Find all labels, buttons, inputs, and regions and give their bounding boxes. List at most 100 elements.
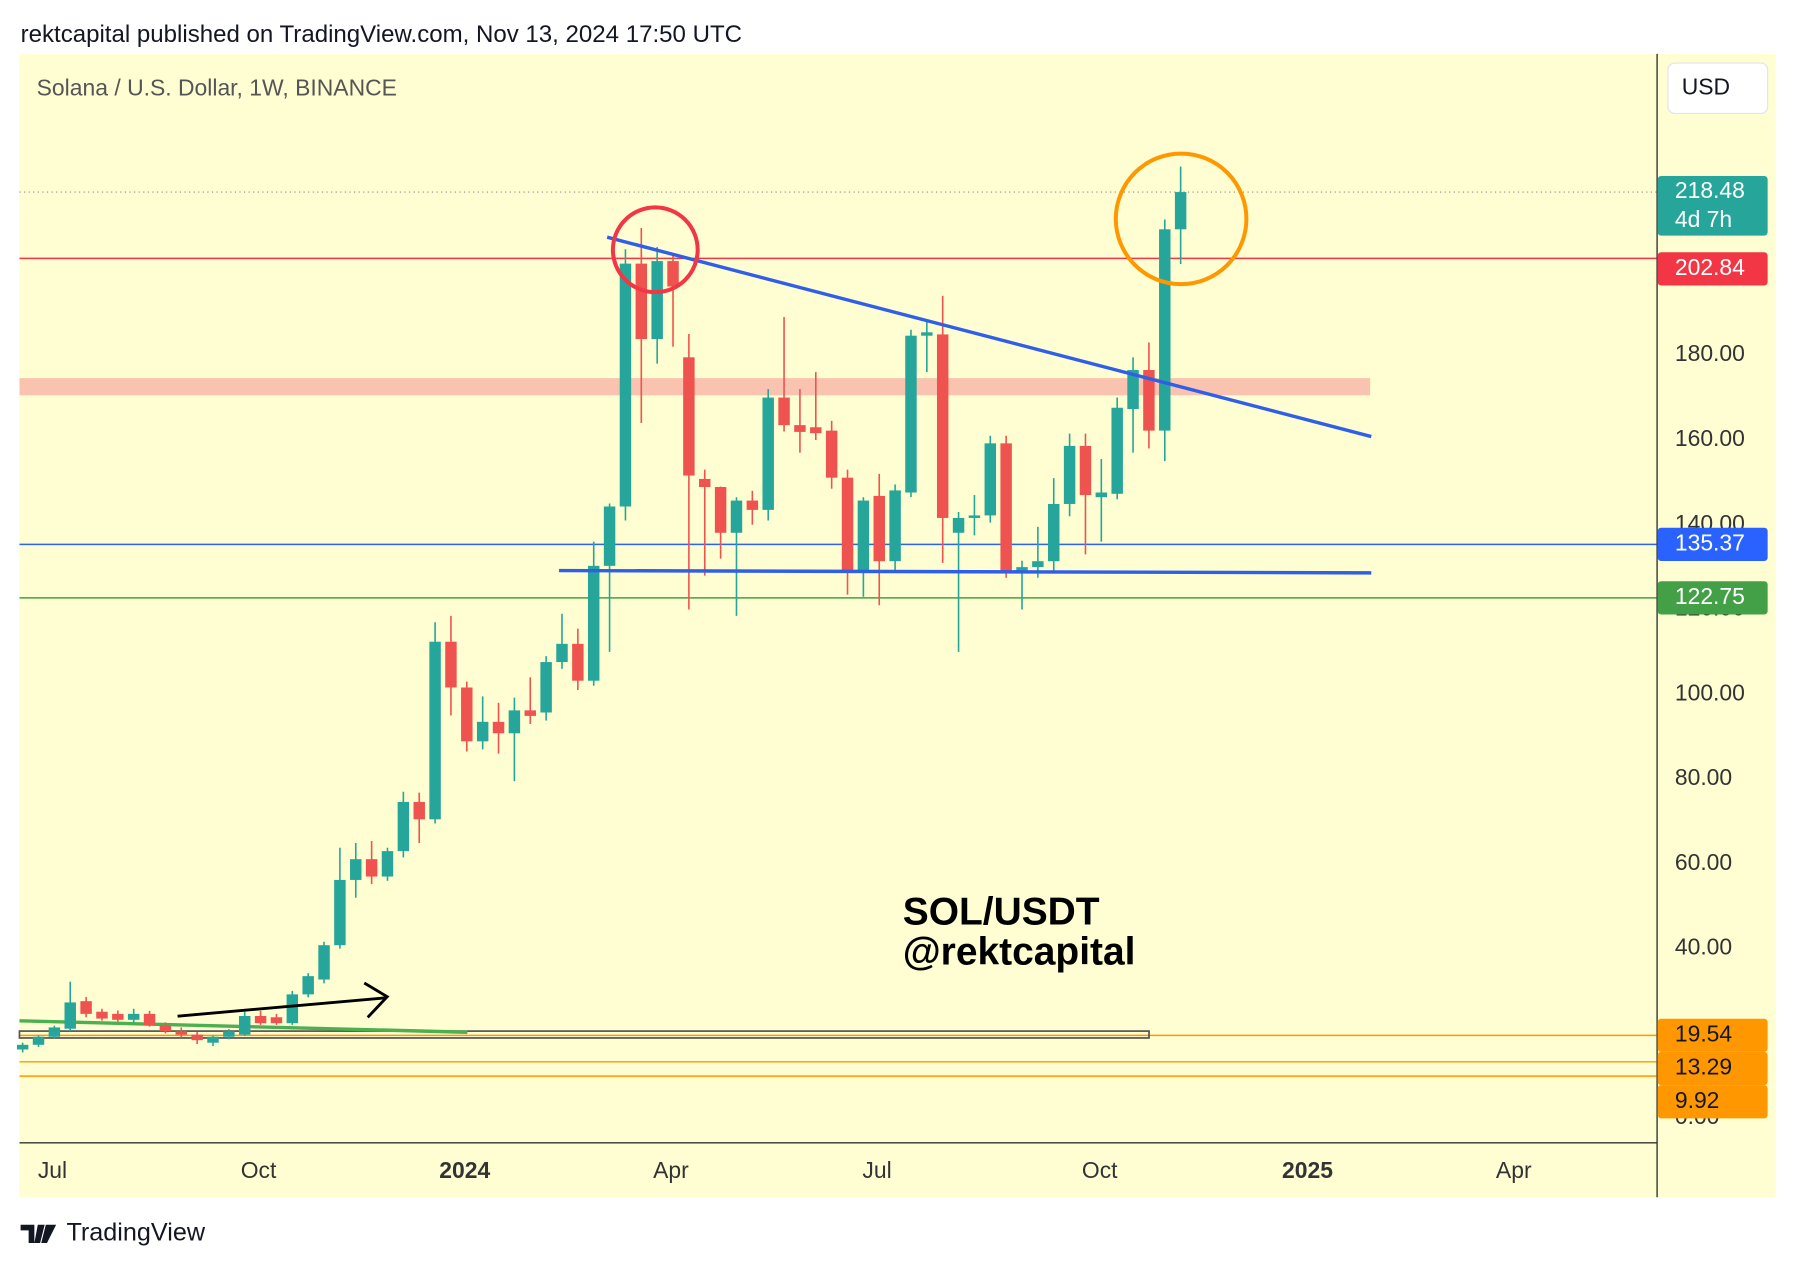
last-price-label: 218.48: [1675, 177, 1745, 203]
x-tick-label: Oct: [1082, 1157, 1118, 1183]
candle-body: [334, 879, 346, 946]
y-tick-label: 100.00: [1675, 679, 1745, 705]
candle-body: [1095, 492, 1108, 498]
candle-body: [651, 261, 663, 340]
candle-body: [1174, 192, 1187, 230]
candle-body: [365, 859, 378, 877]
y-tick-label: 40.00: [1675, 934, 1732, 960]
candle-body: [762, 397, 774, 510]
candle-body: [905, 335, 917, 493]
descending-trendline: [606, 235, 1372, 439]
chart-title: Solana / U.S. Dollar, 1W, BINANCE: [37, 74, 397, 100]
candle-body: [667, 261, 679, 287]
support-line: [559, 568, 1372, 575]
x-tick-label: Jul: [38, 1157, 67, 1183]
candle-body: [492, 721, 505, 734]
chart-background: [19, 53, 1776, 1198]
candle-body: [1079, 445, 1092, 496]
x-tick-label: Apr: [1496, 1157, 1532, 1183]
candle-body: [127, 1013, 140, 1020]
candle-body: [794, 425, 806, 432]
candle-body: [32, 1036, 45, 1045]
candle-body: [556, 643, 568, 663]
arrow-head: [363, 981, 390, 1019]
resistance-zone: [19, 378, 1371, 396]
candle-body: [1016, 567, 1028, 574]
candle-body: [112, 1013, 124, 1020]
candle-body: [1063, 445, 1076, 504]
candle-body: [1159, 229, 1171, 431]
candle-body: [318, 945, 330, 980]
x-tick-label: Oct: [241, 1157, 277, 1183]
currency-box[interactable]: [1667, 62, 1769, 115]
candle-body: [1032, 561, 1044, 568]
level-label: 135.37: [1675, 529, 1745, 555]
level-label: 9.92: [1675, 1087, 1720, 1113]
x-tick-label: 2025: [1282, 1157, 1333, 1183]
candle-body: [968, 515, 981, 518]
level-label-box: [1657, 1018, 1768, 1052]
y-tick-label: 180.00: [1675, 340, 1745, 366]
candle-body: [254, 1015, 267, 1024]
level-label-box: [1657, 527, 1768, 561]
range-box: [18, 1030, 1150, 1039]
price-labels: 218.48 4d 7h 202.84 135.37 122.75 19.54 13.29 9…: [1657, 176, 1768, 1119]
level-label: 122.75: [1675, 583, 1745, 609]
candle-body: [48, 1027, 61, 1037]
candle-body: [223, 1031, 235, 1037]
candle-body: [683, 357, 695, 476]
candle-body: [635, 263, 648, 340]
candle-body: [508, 710, 521, 734]
level-label: 19.54: [1675, 1020, 1733, 1046]
candle-body: [302, 976, 314, 995]
level-label-box: [1657, 1085, 1768, 1119]
level-label-box: [1657, 1051, 1768, 1086]
y-tick-label: 60.00: [1675, 849, 1732, 875]
candle-body: [572, 643, 584, 681]
candle-body: [603, 506, 616, 566]
levels: [19, 191, 1657, 1077]
candle-body: [429, 641, 441, 820]
y-tick-label: 160.00: [1675, 425, 1745, 451]
annotation: @rektcapital: [903, 931, 1136, 974]
candle-body: [952, 517, 965, 533]
candle-body: [64, 1002, 76, 1029]
candle-body: [143, 1013, 156, 1026]
annotation: SOL/USDT: [903, 891, 1100, 934]
candle-body: [714, 487, 727, 533]
candle-body: [413, 801, 425, 820]
x-tick-label: Jul: [862, 1157, 891, 1183]
orange-circle: [1113, 151, 1249, 287]
candle-body: [699, 478, 711, 488]
red-circle: [610, 205, 700, 295]
level-label: 13.29: [1675, 1054, 1732, 1080]
x-tick-label: 2024: [439, 1157, 490, 1183]
candle-body: [16, 1044, 29, 1050]
candle-body: [1143, 370, 1155, 431]
candle-body: [1048, 503, 1060, 562]
candle-body: [270, 1017, 283, 1024]
logo: TradingView: [20, 1219, 206, 1247]
x-tick-label: Apr: [653, 1157, 689, 1183]
candles: [16, 166, 1187, 1053]
candle-body: [461, 687, 473, 742]
currency[interactable]: USD: [1682, 73, 1730, 99]
candle-body: [1127, 370, 1139, 410]
level-label: 202.84: [1675, 254, 1745, 280]
candle-body: [587, 565, 600, 681]
candle-body: [984, 443, 997, 516]
candle-body: [96, 1011, 108, 1019]
y-tick-label: 80.00: [1675, 764, 1732, 790]
candle-body: [857, 500, 870, 571]
candle-body: [825, 430, 838, 478]
candle-body: [873, 495, 885, 562]
candle-body: [286, 994, 299, 1024]
arrow-shaft: [177, 996, 386, 1018]
candle-body: [619, 263, 632, 507]
candle-body: [1111, 407, 1123, 494]
header: rektcapital published on TradingView.com…: [21, 21, 742, 48]
candle-body: [746, 500, 759, 510]
countdown-label: 4d 7h: [1675, 206, 1732, 232]
